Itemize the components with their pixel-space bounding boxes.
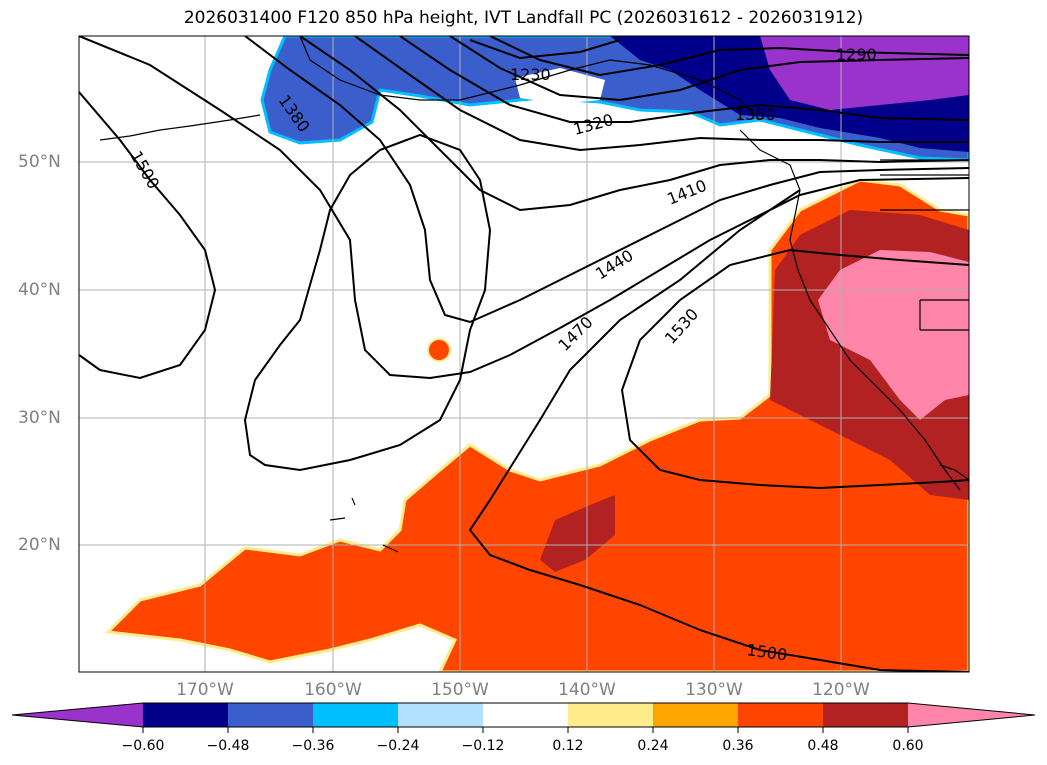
contour-label-1230: 1230 bbox=[510, 65, 551, 84]
colorbar-tick-label: −0.12 bbox=[461, 738, 505, 754]
lat-label-40n: 40°N bbox=[18, 280, 61, 300]
contour-label-1350: 1350 bbox=[735, 105, 776, 124]
colorbar-tick-label: −0.24 bbox=[376, 738, 420, 754]
lon-label-160w: 160°W bbox=[304, 680, 362, 700]
gridlines bbox=[79, 36, 969, 672]
colorbar-tick-label: −0.36 bbox=[291, 738, 335, 754]
lat-label-20n: 20°N bbox=[18, 535, 61, 555]
colorbar-tick-label: 0.48 bbox=[807, 738, 839, 754]
contour-1500-south bbox=[468, 189, 969, 672]
contour-label-1290: 1290 bbox=[836, 45, 877, 64]
colorbar-ticks bbox=[142, 727, 909, 733]
map-area: 1230 1290 1320 1350 1380 1410 1440 1470 … bbox=[79, 36, 969, 672]
colorbar-segment bbox=[823, 703, 908, 727]
colorbar-segment bbox=[228, 703, 313, 727]
contour-1350 bbox=[399, 36, 969, 123]
contour-1380 bbox=[354, 36, 969, 152]
lon-label-120w: 120°W bbox=[812, 680, 870, 700]
height-contours bbox=[79, 36, 969, 672]
positive-pink-region bbox=[818, 250, 969, 420]
colorbar-tick-label: 0.24 bbox=[637, 738, 669, 754]
lon-label-130w: 130°W bbox=[685, 680, 743, 700]
colorbar-segment bbox=[483, 703, 568, 727]
colorbar-segment bbox=[143, 703, 228, 727]
colorbar-segment bbox=[738, 703, 823, 727]
lon-label-170w: 170°W bbox=[176, 680, 234, 700]
positive-spot bbox=[427, 338, 451, 362]
colorbar-segment bbox=[398, 703, 483, 727]
lon-label-140w: 140°W bbox=[558, 680, 616, 700]
colorbar-tick-label: 0.12 bbox=[552, 738, 584, 754]
contour-1470-trough bbox=[79, 36, 969, 380]
lat-label-30n: 30°N bbox=[18, 408, 61, 428]
colorbar bbox=[11, 702, 1036, 733]
colorbar-extend-right bbox=[908, 703, 1035, 727]
colorbar-tick-label: 0.60 bbox=[892, 738, 924, 754]
contour-1410 bbox=[299, 36, 969, 212]
contour-1500-loop bbox=[243, 133, 492, 472]
contour-1530 bbox=[620, 248, 969, 490]
contour-1500-west bbox=[79, 91, 217, 380]
colorbar-segment bbox=[653, 703, 738, 727]
colorbar-tick-label: −0.60 bbox=[121, 738, 165, 754]
colorbar-segment bbox=[313, 703, 398, 727]
map-title: 2026031400 F120 850 hPa height, IVT Land… bbox=[183, 8, 864, 28]
lon-label-150w: 150°W bbox=[431, 680, 489, 700]
map-frame bbox=[78, 35, 970, 673]
colorbar-tick-label: −0.48 bbox=[206, 738, 250, 754]
white-hole-north bbox=[515, 68, 605, 104]
colorbar-extend-left bbox=[12, 703, 143, 727]
contour-1320 bbox=[449, 36, 969, 102]
colorbar-segment bbox=[568, 703, 653, 727]
contour-1230 bbox=[469, 39, 621, 60]
colorbar-tick-label: 0.36 bbox=[722, 738, 754, 754]
contour-1290 bbox=[489, 36, 969, 77]
contour-1440 bbox=[244, 36, 969, 324]
lat-label-50n: 50°N bbox=[18, 152, 61, 172]
positive-dark-patch bbox=[540, 495, 615, 572]
